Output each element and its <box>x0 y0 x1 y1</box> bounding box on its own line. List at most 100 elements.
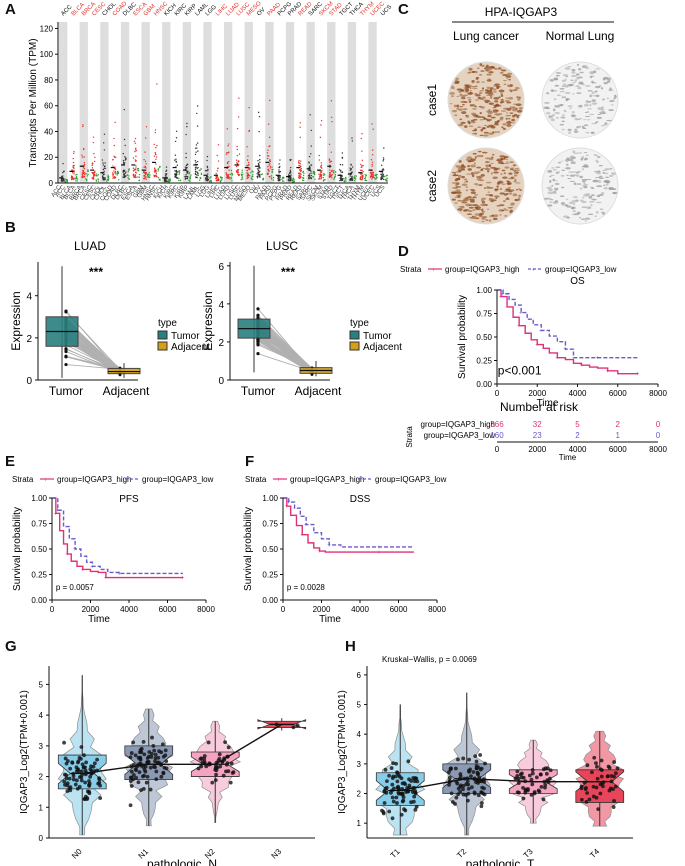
km-x-tick-label: 0 <box>281 605 286 614</box>
jitter-point <box>137 770 142 775</box>
tissue-fiber <box>488 197 492 201</box>
panel-b-point <box>64 362 68 367</box>
panel-a-point <box>114 121 116 124</box>
tissue-fiber <box>458 108 463 111</box>
tissue-fiber <box>486 94 492 97</box>
panel-a-point <box>153 167 156 169</box>
y-tick-label: 1 <box>39 803 44 812</box>
panel-c-row-case2: case2 <box>425 170 439 202</box>
panel-a-point <box>330 160 333 163</box>
panel-a-point <box>196 176 198 179</box>
km-y-label: Survival probability <box>457 295 468 379</box>
panel-a-point <box>76 177 78 179</box>
tissue-fiber <box>569 158 574 162</box>
panel-a-point <box>226 161 229 164</box>
tissue-fiber <box>454 81 460 84</box>
panel-a-point <box>330 151 332 153</box>
panel-a-point <box>329 176 332 178</box>
jitter-point <box>159 750 164 755</box>
tissue-fiber <box>453 104 457 108</box>
tissue-fiber <box>547 204 553 207</box>
tissue-fiber <box>554 84 560 87</box>
jitter-point <box>543 785 547 790</box>
jitter-point <box>145 756 150 761</box>
panel-a-point <box>308 174 310 177</box>
panel-b-point <box>256 352 260 356</box>
panel-a-point <box>271 166 273 168</box>
tissue-fiber <box>471 104 476 107</box>
tissue-fiber <box>466 156 473 159</box>
panel-a-point <box>268 176 271 178</box>
jitter-point <box>139 788 143 793</box>
panel-a-point <box>195 161 197 163</box>
km-censor-mark: + <box>90 564 94 570</box>
panel-a-point <box>246 146 248 148</box>
panel-e-chart: Strata + group=IQGAP3_high+ group=IQGAP3_lo… <box>12 475 215 625</box>
panel-a-point <box>271 170 273 172</box>
tissue-fiber <box>462 94 469 97</box>
tissue-fiber <box>480 203 487 207</box>
panel-a-point <box>210 180 212 182</box>
panel-a-point <box>209 177 211 179</box>
jitter-point <box>474 766 479 770</box>
panel-a-band <box>224 22 233 183</box>
tissue-fiber <box>461 183 468 187</box>
panel-a-point <box>277 177 280 179</box>
risk-table-x-label: Time <box>559 453 577 462</box>
tissue-fiber <box>565 167 571 170</box>
panel-a-point <box>384 176 386 178</box>
panel-a-point <box>308 155 311 158</box>
panel-a-point <box>364 176 367 178</box>
panel-a-point <box>349 169 352 171</box>
panel-a-point <box>240 175 243 177</box>
panel-a-point <box>83 175 86 178</box>
jitter-point <box>598 791 603 796</box>
panel-a-point <box>240 173 242 176</box>
panel-a-point <box>345 180 347 182</box>
panel-a-point <box>228 143 230 145</box>
panel-a-point <box>134 171 137 174</box>
tissue-fiber <box>470 189 476 192</box>
panel-a-point <box>386 174 388 177</box>
tissue-fiber <box>587 213 594 216</box>
tissue-fiber <box>500 162 505 165</box>
panel-a-point <box>216 176 218 178</box>
jitter-point <box>384 785 389 790</box>
jitter-point <box>138 757 143 762</box>
tissue-fiber <box>469 90 472 92</box>
tissue-fiber <box>475 114 479 118</box>
x-tick-label: N0 <box>70 847 84 861</box>
panel-a-point <box>72 165 75 167</box>
tissue-fiber <box>455 77 459 80</box>
tissue-fiber <box>478 73 483 76</box>
panel-a-point <box>258 174 260 177</box>
panel-a-point <box>135 155 137 158</box>
tissue-fiber <box>475 76 480 79</box>
panel-a-point <box>83 167 86 170</box>
panel-a-point <box>237 116 240 118</box>
tissue-fiber <box>604 122 608 126</box>
jitter-point <box>198 757 203 761</box>
tissue-fiber <box>591 91 595 95</box>
jitter-point <box>71 777 76 782</box>
panel-label-g: G <box>5 638 17 655</box>
tissue-fiber <box>493 110 498 114</box>
km-y-tick-label: 0.75 <box>262 520 278 529</box>
panel-a-point <box>360 163 362 166</box>
tissue-fiber <box>605 81 611 83</box>
panel-a-point <box>291 178 293 181</box>
panel-a-point <box>186 172 188 174</box>
panel-a-point <box>340 171 342 173</box>
tissue-fiber <box>572 81 576 84</box>
panel-a-point <box>308 176 310 178</box>
tissue-fiber <box>561 79 566 82</box>
panel-a-point <box>298 177 301 180</box>
panel-a-point <box>289 169 292 171</box>
tissue-fiber <box>468 67 473 71</box>
jitter-point <box>80 762 85 767</box>
panel-a-point <box>256 175 258 178</box>
km-x-tick-label: 6000 <box>390 605 408 614</box>
jitter-point <box>145 774 150 779</box>
panel-a-point <box>252 174 254 176</box>
tissue-fiber <box>597 156 601 158</box>
